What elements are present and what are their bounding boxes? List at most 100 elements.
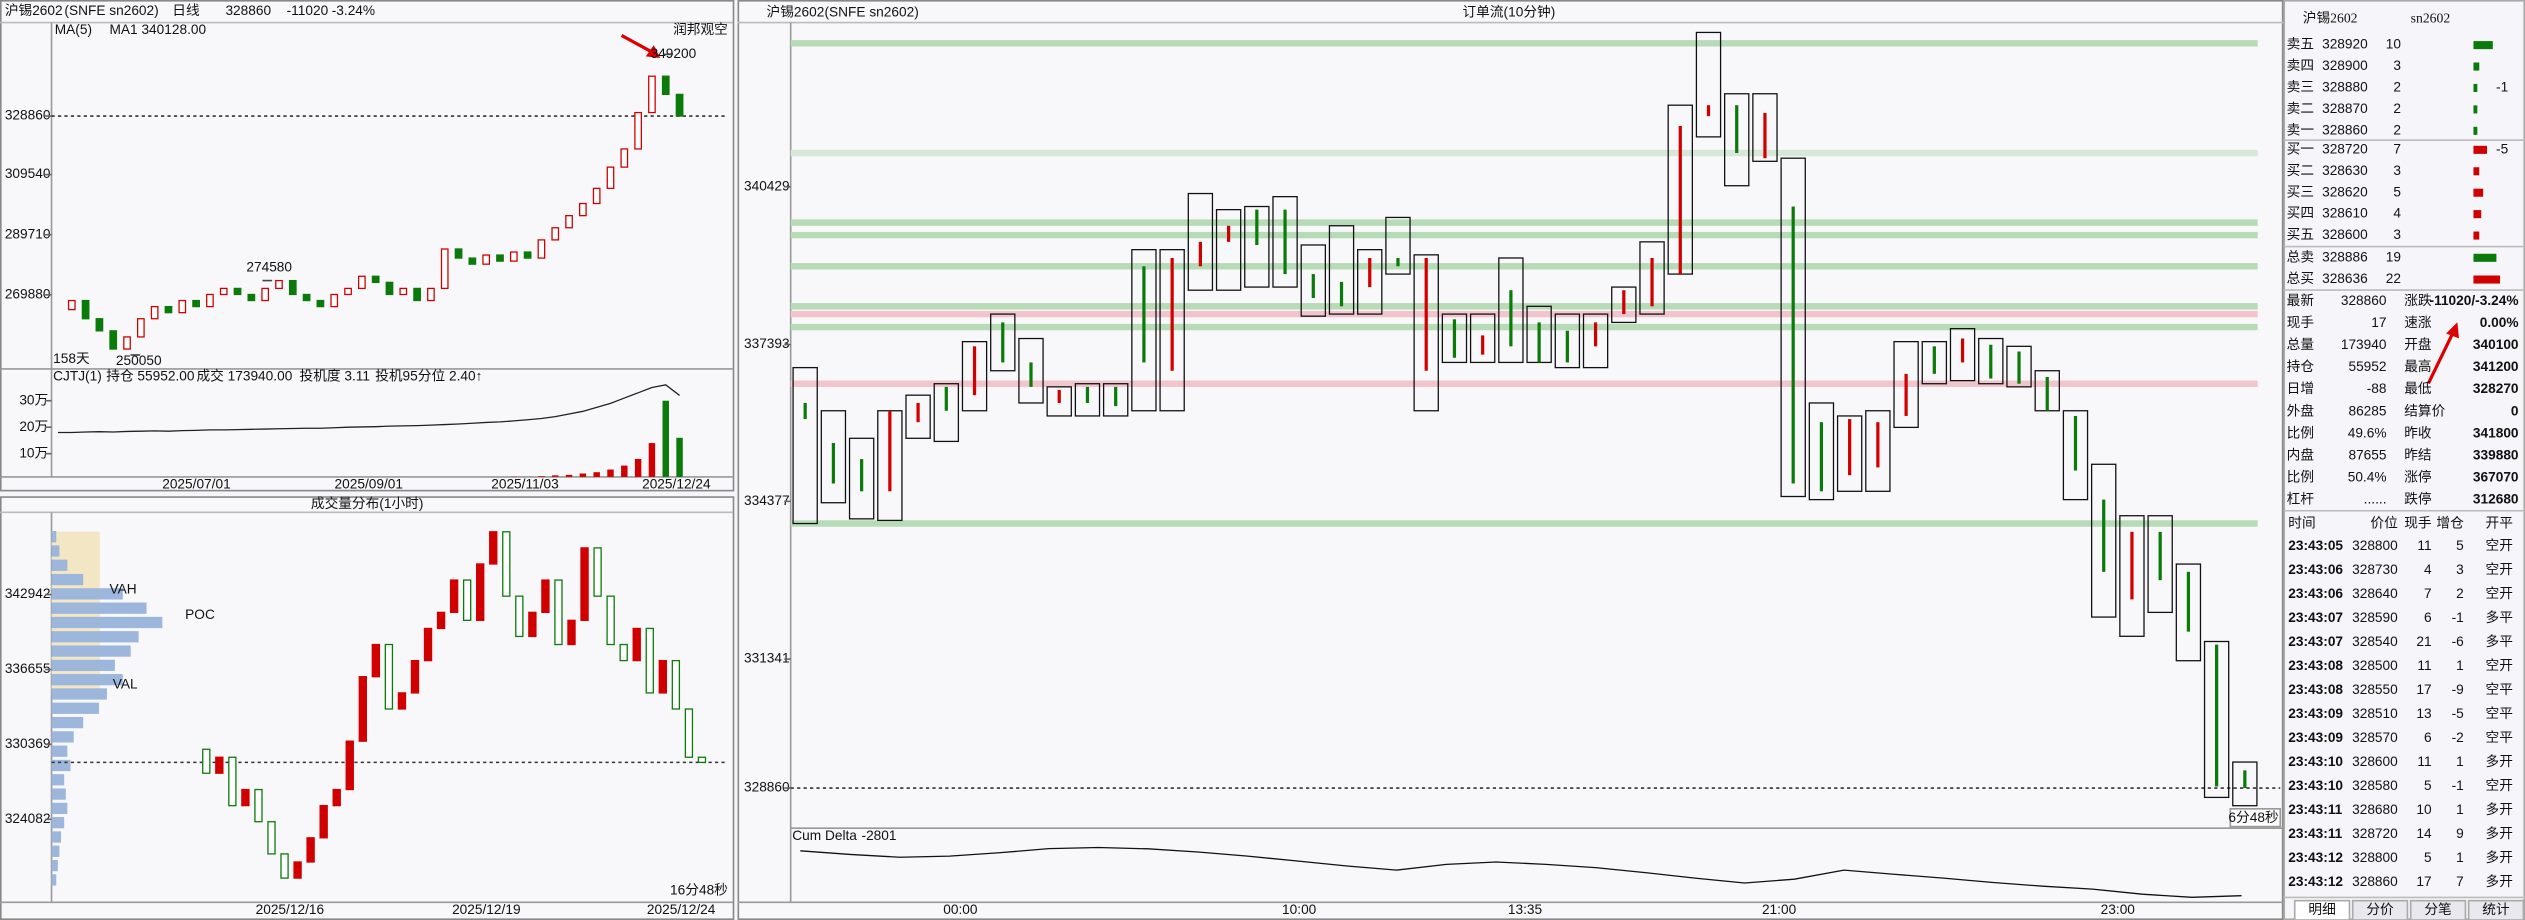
y-tick-label: 20万	[19, 419, 48, 434]
profile-bar	[51, 874, 57, 886]
trade-cell: 2	[2456, 586, 2464, 601]
range-box	[1413, 254, 1439, 412]
days: 158天	[53, 351, 90, 366]
tab[interactable]	[2467, 899, 2525, 920]
stat-value: 49.6%	[2348, 425, 2387, 440]
y-tick-label: 269880	[5, 286, 51, 301]
candle-body	[1565, 330, 1569, 363]
range-box	[1215, 208, 1242, 291]
trade-cell: 328680	[2352, 802, 2398, 817]
ma-label: MA(5)	[55, 22, 92, 37]
stat-label: 开盘	[2404, 336, 2432, 352]
candle-body	[1311, 274, 1315, 298]
candle-body	[2073, 415, 2078, 471]
stat-value: 50.4%	[2348, 469, 2387, 484]
range-box	[1328, 225, 1355, 315]
candle	[489, 531, 498, 565]
trade-cell: 多平	[2486, 633, 2513, 649]
trade-cell: 多开	[2486, 753, 2513, 769]
book-price: 328630	[2322, 163, 2368, 178]
book-label: 买二	[2287, 163, 2314, 178]
candle-body	[1537, 322, 1541, 363]
range-box	[933, 383, 960, 443]
date-label: 2025/12/24	[642, 477, 711, 492]
order-level	[790, 310, 2258, 318]
book-label: 卖四	[2287, 58, 2314, 73]
book-volume: 2	[2393, 80, 2401, 95]
candle	[302, 293, 311, 302]
book-label: 卖二	[2287, 101, 2314, 116]
candle-body	[1396, 257, 1400, 267]
candle-body	[1819, 422, 1824, 492]
candle	[123, 336, 131, 350]
candle-body	[1650, 257, 1654, 307]
book-bar	[2473, 145, 2487, 154]
candle-body	[1989, 344, 1993, 379]
tab[interactable]	[2351, 899, 2409, 920]
peak-label: 274580	[246, 259, 292, 274]
y-tick-label: 334377	[744, 493, 790, 508]
arrow	[2426, 329, 2456, 385]
tab[interactable]	[2293, 899, 2351, 920]
trade-cell: -2	[2452, 730, 2464, 745]
candle	[164, 305, 173, 314]
trade-cell: 空平	[2486, 682, 2513, 697]
range-box	[1865, 410, 1891, 492]
trade-cell: 328570	[2352, 730, 2398, 745]
candle	[551, 227, 560, 241]
range-box	[2062, 410, 2089, 501]
trade-cell: 328800	[2352, 850, 2398, 865]
stat-value: 87655	[2348, 447, 2386, 462]
quote-title: 沪锡2602	[2303, 10, 2358, 25]
volume-bar	[676, 437, 683, 477]
timer: 16分48秒	[670, 883, 728, 898]
candle-body	[1735, 105, 1739, 153]
trade-cell: 328800	[2352, 538, 2398, 553]
profile-bar	[51, 559, 68, 571]
candle-body	[1876, 422, 1880, 468]
candle	[592, 187, 601, 205]
range-box	[2203, 640, 2230, 799]
range-box	[1582, 313, 1609, 369]
candle	[280, 853, 289, 879]
candle	[619, 643, 628, 662]
trade-cell: 5	[2456, 538, 2464, 553]
book-volume: 7	[2393, 141, 2401, 156]
open-interest: 持仓 55952.00	[106, 369, 195, 384]
candle	[228, 756, 237, 807]
range-box	[2006, 345, 2032, 388]
order-level	[790, 380, 2258, 387]
profile-bar	[51, 659, 115, 672]
book-volume: 10	[2386, 37, 2402, 52]
candle	[440, 248, 449, 290]
candle	[358, 676, 367, 742]
stat-label: 比例	[2287, 469, 2314, 484]
trade-cell: 空开	[2486, 562, 2513, 577]
candle	[413, 287, 421, 302]
y-tick-label: 309540	[5, 166, 51, 181]
stat-value: 55952	[2348, 359, 2386, 374]
trade-cell: -1	[2452, 778, 2464, 793]
candle-body	[1932, 346, 1936, 374]
stat-value: 0	[2511, 403, 2519, 418]
tab-label: 统计	[2482, 902, 2510, 917]
trade-cell: 空开	[2486, 538, 2513, 553]
trade-cell: 多开	[2486, 849, 2513, 865]
stat-value: 328860	[2341, 293, 2387, 308]
trade-cell: 空开	[2486, 778, 2513, 793]
timer-box	[2229, 808, 2282, 828]
range-box	[2175, 563, 2202, 662]
range-box	[2147, 515, 2173, 614]
quote-code: sn2602	[2411, 10, 2451, 25]
y-tick-label: 342942	[5, 586, 51, 601]
cum-delta-value: -2801	[862, 828, 897, 843]
book-price: 328870	[2322, 101, 2368, 116]
y-tick-label: 337393	[744, 336, 790, 351]
candle-body	[1622, 290, 1626, 315]
candle-body	[1791, 206, 1795, 484]
tab[interactable]	[2409, 899, 2467, 920]
candle	[502, 531, 511, 597]
book-bar	[2473, 83, 2478, 92]
profile-bar	[51, 759, 71, 772]
range-box	[2232, 761, 2258, 807]
